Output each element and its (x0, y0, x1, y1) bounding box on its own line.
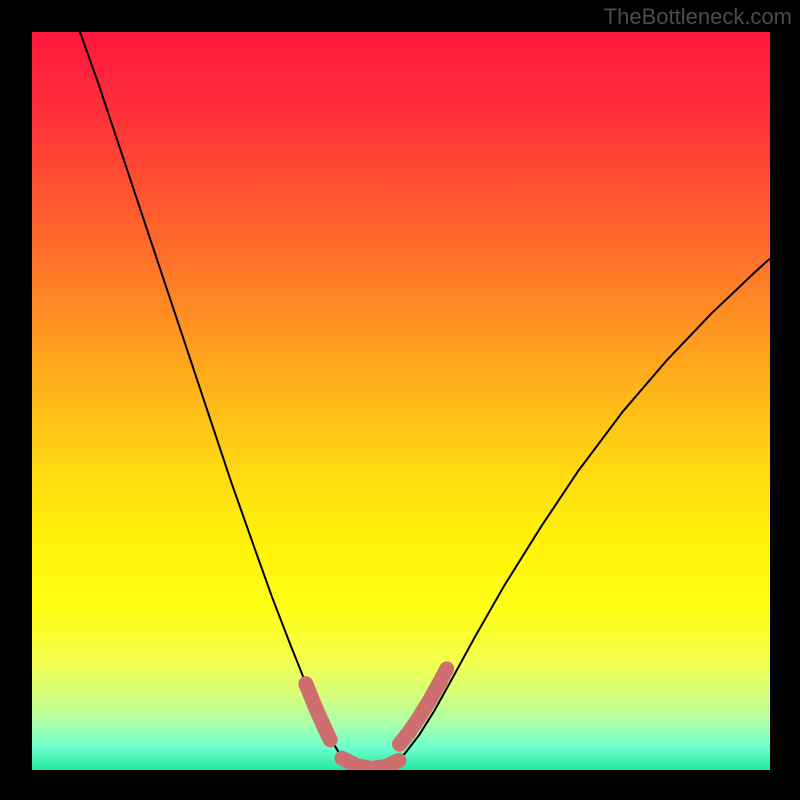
chart-stage: TheBottleneck.com (0, 0, 800, 800)
chart-svg (0, 0, 800, 800)
watermark-text: TheBottleneck.com (604, 4, 792, 30)
